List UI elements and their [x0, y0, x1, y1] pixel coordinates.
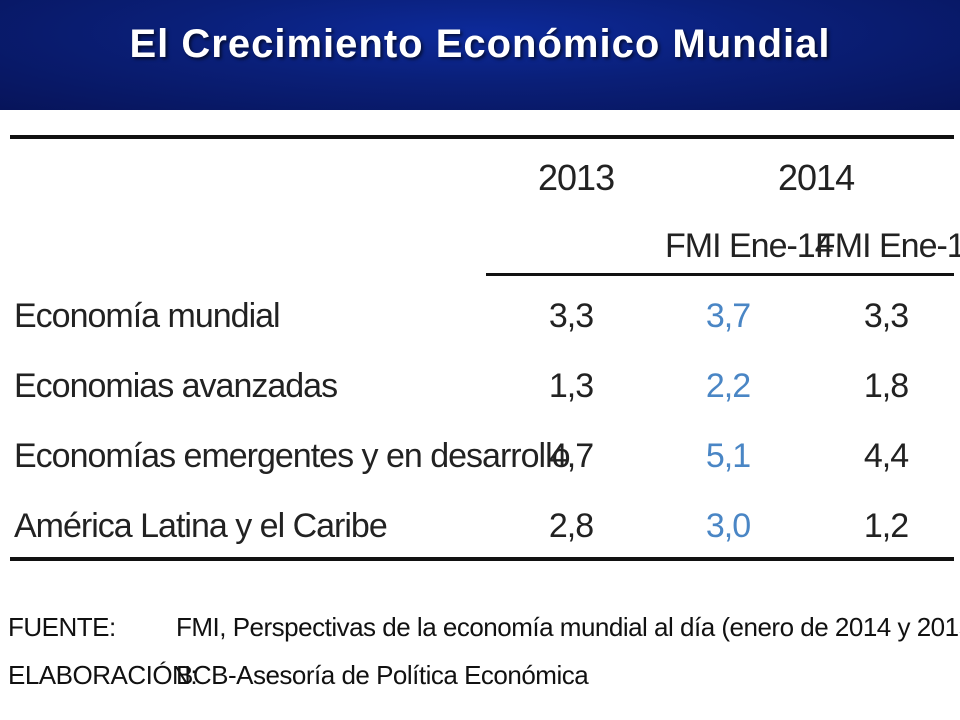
cell-2013: 3,3 — [548, 297, 594, 335]
cell-fmi-ene-15: 1,2 — [863, 507, 909, 545]
row-label-economia-mundial: Economía mundial — [14, 297, 281, 335]
table-header-rule — [486, 273, 954, 276]
title-banner: El Crecimiento Económico Mundial — [0, 0, 960, 110]
cell-fmi-ene-15: 4,4 — [863, 437, 909, 475]
row-label-america-latina: América Latina y el Caribe — [14, 507, 388, 545]
subheader-fmi-ene-14: FMI Ene-14 — [665, 227, 834, 265]
source-label: FUENTE: — [8, 612, 116, 642]
elaboration-text: BCB-Asesoría de Política Económica — [176, 660, 589, 690]
table-bottom-rule — [10, 557, 954, 561]
header-year-2013: 2013 — [538, 157, 615, 198]
cell-2013: 2,8 — [548, 507, 594, 545]
cell-fmi-ene-14: 5,1 — [705, 437, 751, 475]
row-label-economias-avanzadas: Economias avanzadas — [14, 367, 338, 405]
cell-fmi-ene-15: 3,3 — [863, 297, 909, 335]
cell-fmi-ene-14: 3,7 — [705, 297, 751, 335]
table-top-rule — [10, 135, 954, 139]
row-label-economias-emergentes: Economías emergentes y en desarrollo — [14, 437, 571, 475]
subheader-fmi-ene-15: FMI Ene-15 — [815, 227, 960, 265]
page-title: El Crecimiento Económico Mundial — [129, 22, 831, 66]
header-year-2014: 2014 — [778, 157, 855, 198]
cell-2013: 4,7 — [548, 437, 594, 475]
cell-fmi-ene-14: 3,0 — [705, 507, 751, 545]
source-text: FMI, Perspectivas de la economía mundial… — [176, 612, 960, 642]
elaboration-label: ELABORACIÓN: — [8, 660, 198, 690]
cell-2013: 1,3 — [548, 367, 594, 405]
cell-fmi-ene-14: 2,2 — [705, 367, 751, 405]
cell-fmi-ene-15: 1,8 — [863, 367, 909, 405]
